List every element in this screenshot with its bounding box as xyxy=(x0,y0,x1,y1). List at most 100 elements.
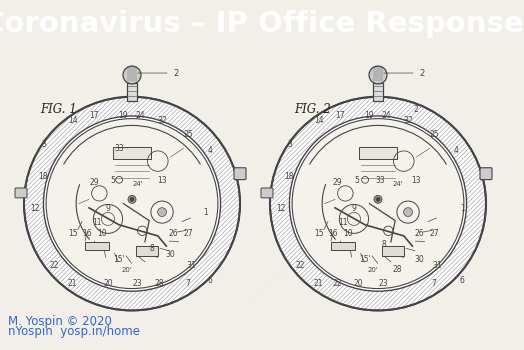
Text: 6: 6 xyxy=(208,276,212,285)
Text: 13: 13 xyxy=(411,176,421,184)
Bar xyxy=(127,83,137,101)
Text: 20: 20 xyxy=(354,279,363,288)
Circle shape xyxy=(376,197,380,201)
Bar xyxy=(331,242,355,250)
Text: 22: 22 xyxy=(49,261,59,270)
Circle shape xyxy=(374,195,382,203)
Text: 4: 4 xyxy=(208,146,212,155)
FancyBboxPatch shape xyxy=(234,168,246,180)
Text: 16: 16 xyxy=(328,229,337,238)
Text: 9: 9 xyxy=(106,204,111,214)
Text: 25: 25 xyxy=(429,130,439,139)
Text: FIG. 1: FIG. 1 xyxy=(40,103,77,116)
FancyBboxPatch shape xyxy=(480,168,492,180)
Text: FIG. 2: FIG. 2 xyxy=(294,103,331,116)
Text: 22: 22 xyxy=(332,279,342,288)
Circle shape xyxy=(130,197,134,201)
Circle shape xyxy=(369,66,387,84)
Text: 11: 11 xyxy=(339,218,348,228)
Bar xyxy=(85,242,109,250)
Text: 5: 5 xyxy=(354,176,359,184)
Text: 11: 11 xyxy=(93,218,102,228)
Text: 15: 15 xyxy=(314,229,323,238)
Text: 14: 14 xyxy=(314,116,323,125)
Text: 13: 13 xyxy=(157,176,167,184)
Text: 10: 10 xyxy=(343,229,353,238)
Text: 32: 32 xyxy=(403,116,413,125)
Text: 27: 27 xyxy=(429,229,439,238)
Text: 4: 4 xyxy=(453,146,458,155)
Text: 31: 31 xyxy=(433,261,442,270)
Text: 28: 28 xyxy=(392,265,402,274)
Text: 17: 17 xyxy=(90,112,99,120)
FancyBboxPatch shape xyxy=(261,188,273,198)
Circle shape xyxy=(43,116,221,291)
Text: 29: 29 xyxy=(332,178,342,187)
Text: 6: 6 xyxy=(460,276,465,285)
Circle shape xyxy=(128,195,136,203)
Circle shape xyxy=(24,97,240,310)
Text: 33: 33 xyxy=(375,176,385,184)
Text: 27: 27 xyxy=(183,229,193,238)
Text: 24: 24 xyxy=(136,112,146,120)
Text: 23: 23 xyxy=(133,279,142,288)
Text: 2: 2 xyxy=(173,69,178,78)
Circle shape xyxy=(289,116,466,291)
Text: 33: 33 xyxy=(114,144,124,153)
Text: 17: 17 xyxy=(335,112,345,120)
Text: 19: 19 xyxy=(118,112,128,120)
Circle shape xyxy=(403,208,412,217)
Text: 32: 32 xyxy=(157,116,167,125)
Text: 19: 19 xyxy=(365,112,374,120)
Text: 2: 2 xyxy=(413,105,418,114)
Text: 1: 1 xyxy=(460,204,465,214)
Text: nYospin  yosp.in/home: nYospin yosp.in/home xyxy=(8,325,140,338)
Text: 21: 21 xyxy=(314,279,323,288)
Circle shape xyxy=(270,97,486,310)
FancyBboxPatch shape xyxy=(15,188,27,198)
Text: 7: 7 xyxy=(185,279,191,288)
Text: 3: 3 xyxy=(287,140,292,149)
Text: M. Yospin © 2020: M. Yospin © 2020 xyxy=(8,315,112,328)
Text: 15: 15 xyxy=(68,229,78,238)
Circle shape xyxy=(46,119,218,289)
Text: 24: 24 xyxy=(382,112,391,120)
Text: 23: 23 xyxy=(378,279,388,288)
Text: 26: 26 xyxy=(414,229,424,238)
Circle shape xyxy=(123,66,141,84)
Text: 16: 16 xyxy=(82,229,92,238)
Text: 30: 30 xyxy=(165,250,174,259)
Text: 15': 15' xyxy=(113,255,125,264)
Text: 8: 8 xyxy=(149,244,154,253)
Text: 20': 20' xyxy=(121,267,132,273)
Text: 12: 12 xyxy=(276,204,286,214)
Text: 8: 8 xyxy=(381,240,386,249)
Text: 1: 1 xyxy=(203,208,208,217)
Text: 28: 28 xyxy=(154,279,163,288)
Text: 30: 30 xyxy=(414,255,424,264)
Text: 9: 9 xyxy=(352,204,357,214)
Text: 25: 25 xyxy=(183,130,193,139)
Bar xyxy=(113,147,151,159)
Text: 18: 18 xyxy=(39,173,48,181)
Bar xyxy=(373,83,383,101)
Text: 3: 3 xyxy=(41,140,46,149)
Text: 29: 29 xyxy=(90,178,99,187)
Text: 15': 15' xyxy=(359,255,371,264)
Bar xyxy=(383,246,404,256)
Text: 24': 24' xyxy=(392,181,403,187)
Bar xyxy=(358,147,397,159)
Text: Coronavirus – IP Office Responses: Coronavirus – IP Office Responses xyxy=(0,10,524,38)
Text: 22: 22 xyxy=(296,261,305,270)
Text: 14: 14 xyxy=(68,116,78,125)
Text: 7: 7 xyxy=(432,279,436,288)
Text: 20': 20' xyxy=(367,267,378,273)
Text: 21: 21 xyxy=(68,279,78,288)
Text: 18: 18 xyxy=(285,173,294,181)
Text: 12: 12 xyxy=(30,204,39,214)
Text: 31: 31 xyxy=(187,261,196,270)
Circle shape xyxy=(292,119,464,289)
Text: 2: 2 xyxy=(419,69,424,78)
Bar xyxy=(136,246,158,256)
Circle shape xyxy=(158,208,167,217)
